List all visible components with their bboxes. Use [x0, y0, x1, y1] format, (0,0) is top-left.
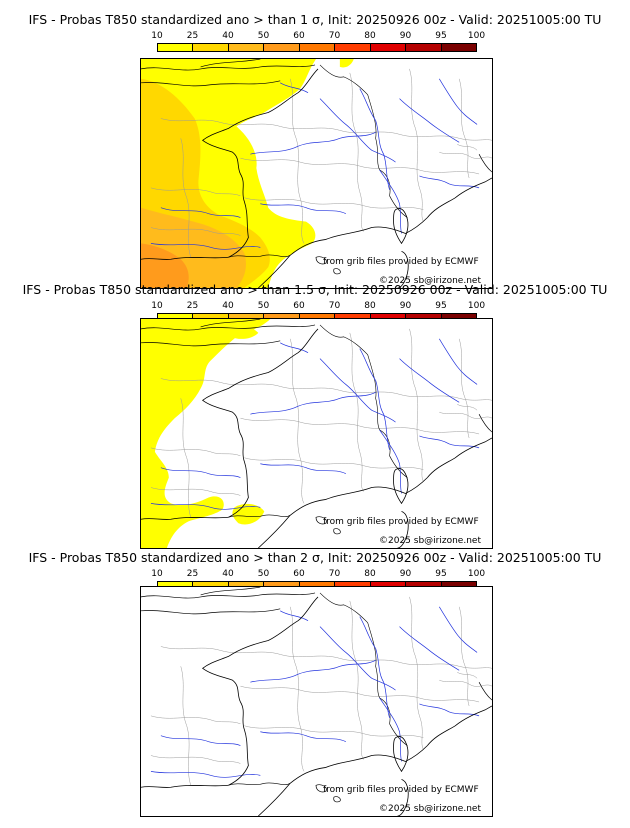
legend-tick: 90 [399, 569, 412, 579]
panel-title: IFS - Probas T850 standardized ano > tha… [22, 282, 608, 297]
copyright-label: ©2025 sb@irizone.net [379, 804, 481, 814]
legend-tick: 60 [293, 31, 305, 41]
legend-swatch [335, 582, 371, 589]
legend-tick: 100 [467, 301, 486, 311]
legend-swatch [299, 582, 336, 589]
legend-swatch [264, 314, 300, 321]
legend-swatch [158, 582, 194, 589]
data-source-credit: from grib files provided by ECMWF [323, 517, 479, 527]
legend-swatch [158, 44, 194, 51]
legend-tick: 100 [467, 31, 486, 41]
copyright-label: ©2025 sb@irizone.net [379, 536, 481, 546]
map-panel-1: IFS - Probas T850 standardized ano > tha… [0, 12, 630, 289]
legend-colorbar [157, 313, 477, 322]
legend-tick: 50 [257, 31, 270, 41]
data-source-credit: from grib files provided by ECMWF [323, 785, 479, 795]
legend-swatch [335, 44, 371, 51]
prob-area-peak [141, 243, 189, 288]
legend-swatch [441, 314, 476, 321]
legend-tick: 95 [435, 301, 447, 311]
map-canvas [141, 59, 492, 288]
legend-swatch [158, 314, 194, 321]
legend-tick: 10 [151, 301, 163, 311]
legend-swatch [406, 44, 442, 51]
legend-tick: 100 [467, 569, 486, 579]
legend-tick: 10 [151, 569, 163, 579]
legend-tick: 40 [222, 569, 234, 579]
legend-tick: 95 [435, 31, 447, 41]
legend-tick: 25 [186, 31, 199, 41]
legend-swatch [370, 582, 407, 589]
legend-tick: 90 [399, 301, 412, 311]
legend-tick: 70 [328, 301, 341, 311]
legend-swatch [264, 44, 300, 51]
legend-swatch [441, 582, 476, 589]
probability-map: from grib files provided by ECMWF ©2025 … [140, 318, 493, 549]
legend-tick: 50 [257, 569, 270, 579]
legend-tick: 80 [364, 569, 376, 579]
legend-swatch [370, 44, 407, 51]
legend-tick: 50 [257, 301, 270, 311]
legend-tick: 10 [151, 31, 163, 41]
legend-tick: 25 [186, 569, 199, 579]
prob-area-coast-patch [339, 59, 354, 68]
legend-swatch [299, 44, 336, 51]
legend-swatch [193, 314, 229, 321]
probability-map: from grib files provided by ECMWF ©2025 … [140, 586, 493, 817]
legend-labels: 10 25 40 50 60 70 80 90 95 100 [151, 569, 485, 581]
legend-swatch [228, 314, 265, 321]
legend-swatch [193, 582, 229, 589]
probability-map: from grib files provided by ECMWF ©2025 … [140, 58, 493, 289]
copyright-label: ©2025 sb@irizone.net [379, 276, 481, 286]
legend-swatch [193, 44, 229, 51]
legend-tick: 70 [328, 31, 341, 41]
probability-legend: 10 25 40 50 60 70 80 90 95 100 [151, 569, 485, 599]
prob-area-low [141, 319, 271, 548]
legend-swatch [228, 582, 265, 589]
legend-swatch [406, 314, 442, 321]
map-canvas [141, 319, 492, 548]
probability-legend: 10 25 40 50 60 70 80 90 95 100 [151, 301, 485, 331]
legend-tick: 40 [222, 31, 234, 41]
legend-tick: 90 [399, 31, 412, 41]
legend-tick: 25 [186, 301, 199, 311]
legend-swatch [335, 314, 371, 321]
legend-swatch [299, 314, 336, 321]
legend-tick: 70 [328, 569, 341, 579]
legend-swatch [406, 582, 442, 589]
legend-tick: 80 [364, 31, 376, 41]
legend-swatch [228, 44, 265, 51]
data-source-credit: from grib files provided by ECMWF [323, 257, 479, 267]
map-canvas [141, 587, 492, 816]
legend-tick: 95 [435, 569, 447, 579]
legend-tick: 40 [222, 301, 234, 311]
legend-tick: 80 [364, 301, 376, 311]
legend-colorbar [157, 43, 477, 52]
legend-tick: 60 [293, 301, 305, 311]
legend-swatch [264, 582, 300, 589]
legend-swatch [441, 44, 476, 51]
legend-swatch [370, 314, 407, 321]
legend-labels: 10 25 40 50 60 70 80 90 95 100 [151, 301, 485, 313]
probability-legend: 10 25 40 50 60 70 80 90 95 100 [151, 31, 485, 61]
legend-tick: 60 [293, 569, 305, 579]
legend-labels: 10 25 40 50 60 70 80 90 95 100 [151, 31, 485, 43]
panel-title: IFS - Probas T850 standardized ano > tha… [28, 12, 602, 27]
map-panel-2: IFS - Probas T850 standardized ano > tha… [0, 282, 630, 558]
panel-title: IFS - Probas T850 standardized ano > tha… [28, 550, 602, 565]
map-panel-3: IFS - Probas T850 standardized ano > tha… [0, 550, 630, 826]
